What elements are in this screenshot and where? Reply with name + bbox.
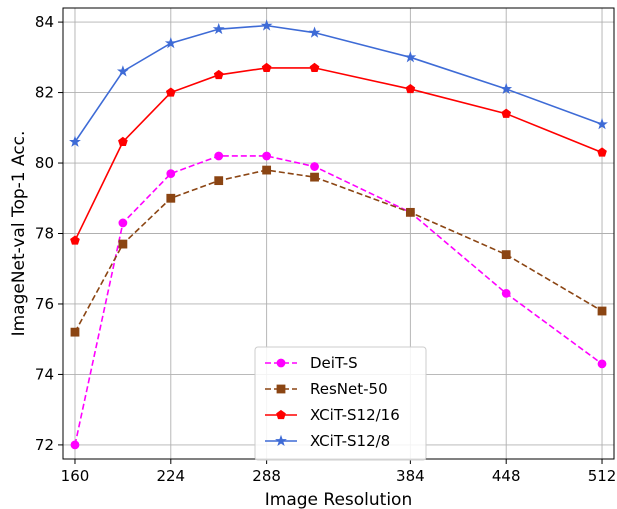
data-point-xcit-s12-16	[118, 136, 128, 147]
legend-marker	[276, 409, 286, 420]
x-tick-label: 160	[61, 467, 90, 485]
data-point-xcit-s12-8	[164, 37, 177, 49]
data-point-xcit-s12-16	[165, 87, 176, 97]
legend-marker	[276, 384, 286, 394]
legend-box	[254, 346, 427, 461]
series-layer	[69, 19, 608, 450]
series-resnet-50	[70, 165, 607, 337]
data-point-xcit-s12-8	[500, 82, 513, 95]
data-point-xcit-s12-16	[597, 147, 607, 157]
legend-item-xcit-s12-8: XCiT-S12/8	[265, 432, 390, 450]
data-point-deit-s	[70, 440, 80, 450]
data-point-resnet-50	[501, 250, 511, 260]
data-point-xcit-s12-8	[69, 135, 81, 147]
x-tick-label: 448	[492, 467, 521, 485]
data-point-xcit-s12-8	[212, 22, 225, 35]
y-tick-label: 84	[35, 13, 54, 31]
data-point-xcit-s12-8	[404, 51, 417, 63]
legend-item-resnet-50: ResNet-50	[265, 380, 388, 398]
data-point-xcit-s12-16	[405, 83, 416, 94]
data-point-xcit-s12-16	[309, 62, 320, 73]
x-tick-label: 224	[156, 467, 185, 485]
data-point-resnet-50	[118, 239, 128, 249]
data-point-xcit-s12-16	[70, 235, 80, 245]
legend-marker	[275, 434, 287, 447]
data-point-resnet-50	[70, 327, 80, 337]
data-point-xcit-s12-16	[501, 108, 512, 118]
x-axis-label: Image Resolution	[265, 490, 412, 509]
legend-item-deit-s: DeiT-S	[265, 354, 358, 372]
y-tick-label: 82	[35, 84, 54, 102]
y-tick-label: 72	[35, 436, 54, 454]
data-point-resnet-50	[405, 207, 415, 217]
data-point-resnet-50	[310, 172, 319, 182]
series-line-resnet-50	[74, 169, 603, 333]
data-point-resnet-50	[262, 165, 272, 175]
data-point-xcit-s12-8	[596, 118, 608, 130]
data-point-xcit-s12-16	[261, 62, 272, 73]
grid	[63, 8, 614, 459]
legend: DeiT-S ResNet-50 XCiT-S12/16 XCiT-S12/8	[254, 346, 427, 461]
data-point-xcit-s12-8	[116, 65, 129, 77]
data-point-resnet-50	[166, 193, 176, 203]
legend-marker	[276, 358, 286, 368]
series-line-deit-s	[74, 155, 603, 446]
y-axis-label: ImageNet-val Top-1 Acc.	[9, 131, 29, 337]
data-point-resnet-50	[214, 176, 224, 186]
series-deit-s	[70, 151, 607, 450]
data-point-deit-s	[262, 151, 272, 161]
data-point-deit-s	[310, 162, 319, 171]
series-line-xcit-s12-8	[74, 24, 603, 143]
data-point-resnet-50	[597, 306, 607, 316]
series-line-xcit-s12-16	[74, 67, 603, 241]
series-xcit-s12-16	[70, 62, 607, 245]
legend-item-xcit-s12-16: XCiT-S12/16	[265, 406, 400, 424]
legend-label: ResNet-50	[310, 380, 388, 398]
y-tick-label: 80	[35, 154, 54, 172]
legend-label: XCiT-S12/16	[310, 406, 400, 424]
series-xcit-s12-8	[69, 19, 608, 147]
legend-label: XCiT-S12/8	[310, 432, 390, 450]
data-point-deit-s	[118, 218, 128, 228]
x-axis: 160 224 288 384 448 512	[61, 459, 617, 485]
data-point-xcit-s12-8	[308, 26, 321, 38]
legend-label: DeiT-S	[310, 354, 358, 372]
y-tick-label: 74	[35, 365, 54, 383]
data-point-deit-s	[214, 151, 224, 161]
x-tick-label: 384	[396, 467, 425, 485]
data-point-xcit-s12-8	[260, 19, 273, 31]
y-tick-label: 78	[35, 225, 54, 243]
x-tick-label: 288	[252, 467, 281, 485]
data-point-deit-s	[501, 288, 511, 298]
data-point-xcit-s12-16	[213, 69, 224, 80]
x-tick-label: 512	[588, 467, 617, 485]
data-point-deit-s	[166, 169, 176, 179]
y-tick-label: 76	[35, 295, 54, 313]
data-point-deit-s	[597, 359, 607, 369]
y-axis: 72 74 76 78 80 82 84	[35, 13, 63, 454]
